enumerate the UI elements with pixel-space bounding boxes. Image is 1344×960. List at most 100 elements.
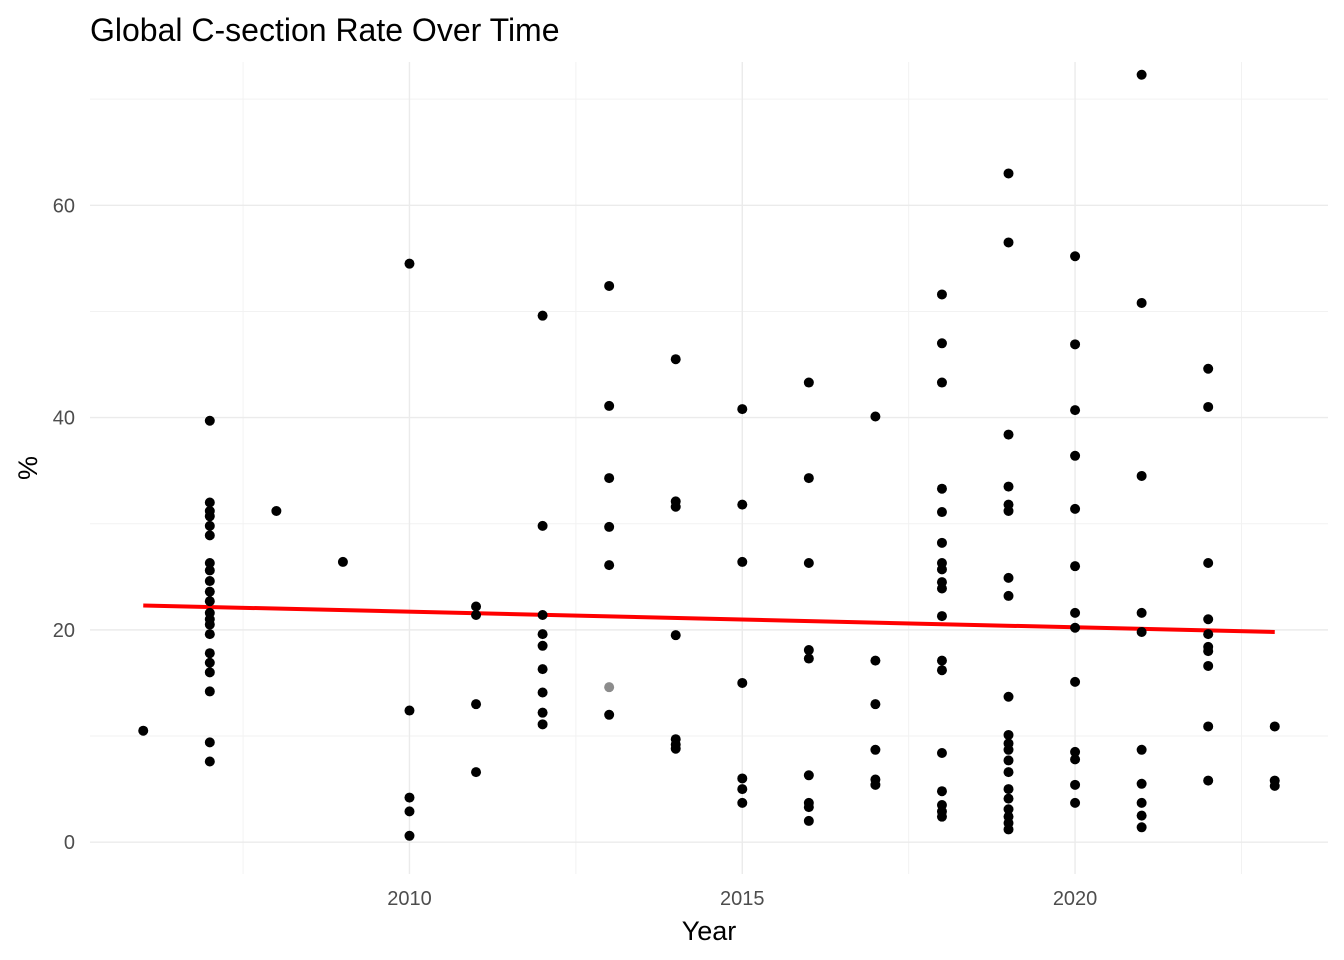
data-point (537, 520, 548, 531)
data-point (604, 521, 615, 532)
data-point (471, 610, 482, 621)
data-point (1003, 481, 1014, 492)
data-point (737, 677, 748, 688)
data-point (1070, 676, 1081, 687)
data-point (204, 497, 215, 508)
data-point (1136, 822, 1147, 833)
points-layer (138, 69, 1280, 841)
data-point (1136, 69, 1147, 80)
data-point (1136, 810, 1147, 821)
data-point (870, 655, 881, 666)
data-point (1203, 629, 1214, 640)
data-point (936, 483, 947, 494)
data-point (537, 629, 548, 640)
data-point (1203, 646, 1214, 657)
data-point (1003, 237, 1014, 248)
data-point (1003, 824, 1014, 835)
y-tick-label: 0 (64, 832, 75, 854)
data-point (1136, 744, 1147, 755)
data-point (936, 655, 947, 666)
data-point (936, 747, 947, 758)
data-point (1136, 626, 1147, 637)
data-point (471, 767, 482, 778)
data-point (204, 520, 215, 531)
data-point (803, 815, 814, 826)
data-point (537, 687, 548, 698)
data-point (936, 289, 947, 300)
data-point (936, 786, 947, 797)
data-point (737, 784, 748, 795)
data-point (803, 653, 814, 664)
data-point (404, 258, 415, 269)
data-point (204, 648, 215, 659)
data-point (1136, 797, 1147, 808)
data-point (803, 770, 814, 781)
data-point (936, 611, 947, 622)
y-tick-label: 40 (53, 408, 75, 430)
y-axis-title: % (13, 456, 43, 480)
y-tick-label: 20 (53, 620, 75, 642)
data-point (803, 645, 814, 656)
data-point (204, 737, 215, 748)
data-point (1203, 660, 1214, 671)
data-point (204, 565, 215, 576)
data-point (803, 802, 814, 813)
data-point (204, 511, 215, 522)
data-point (1070, 622, 1081, 633)
data-point (138, 725, 149, 736)
chart-title: Global C-section Rate Over Time (90, 12, 560, 48)
data-point (271, 505, 282, 516)
data-point (936, 811, 947, 822)
data-point (1070, 779, 1081, 790)
data-point (1070, 405, 1081, 416)
data-point (936, 665, 947, 676)
data-point (204, 657, 215, 668)
data-point (936, 564, 947, 575)
data-point (670, 501, 681, 512)
data-point (1003, 572, 1014, 583)
data-point (204, 557, 215, 568)
data-point (1003, 793, 1014, 804)
data-point (936, 507, 947, 518)
data-point (670, 630, 681, 641)
data-point (204, 576, 215, 587)
data-point (803, 473, 814, 484)
data-point (1070, 503, 1081, 514)
data-point (803, 557, 814, 568)
data-point (670, 354, 681, 365)
data-point (1070, 754, 1081, 765)
data-point (870, 699, 881, 710)
data-point (404, 705, 415, 716)
data-point (670, 743, 681, 754)
data-point (1003, 429, 1014, 440)
data-point (1003, 590, 1014, 601)
data-point (1003, 784, 1014, 795)
data-point (1003, 691, 1014, 702)
data-point (1203, 557, 1214, 568)
data-point (604, 280, 615, 291)
data-point (537, 664, 548, 675)
data-point (404, 792, 415, 803)
x-axis-title: Year (682, 916, 737, 946)
data-point (1203, 363, 1214, 374)
data-point (1070, 746, 1081, 757)
data-point (1203, 401, 1214, 412)
data-point (204, 619, 215, 630)
data-point (204, 686, 215, 697)
data-point (604, 560, 615, 571)
data-point (803, 377, 814, 388)
data-point (204, 586, 215, 597)
data-point (204, 530, 215, 541)
data-point (471, 601, 482, 612)
data-point (204, 415, 215, 426)
data-point (537, 707, 548, 718)
data-point (204, 596, 215, 607)
data-point (404, 830, 415, 841)
data-point (1003, 505, 1014, 516)
data-point (1203, 614, 1214, 625)
data-point (737, 773, 748, 784)
data-point (936, 377, 947, 388)
trend-line (143, 603, 1275, 634)
data-point (1070, 607, 1081, 618)
